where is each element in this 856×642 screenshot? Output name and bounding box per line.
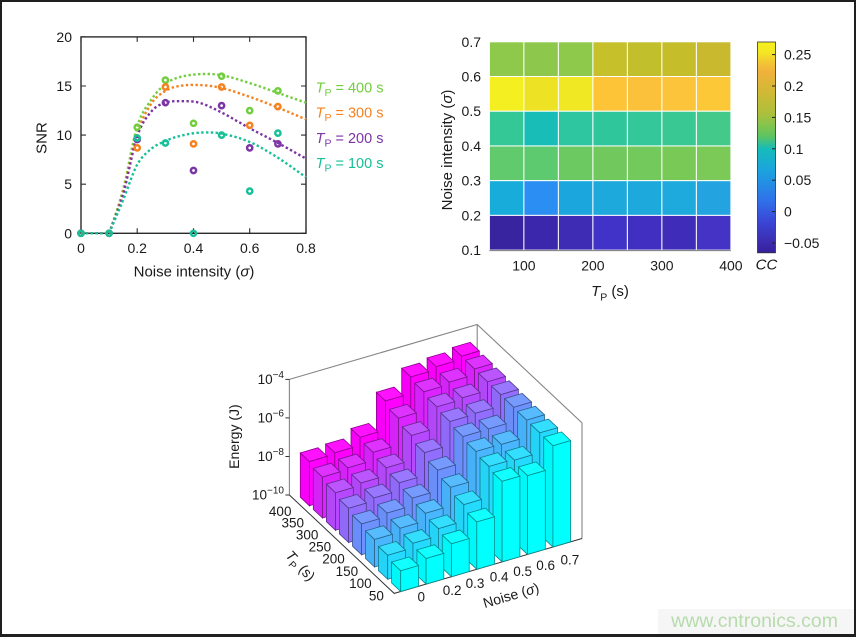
svg-text:0.4: 0.4	[462, 138, 482, 154]
svg-text:0.5: 0.5	[513, 564, 532, 579]
svg-text:20: 20	[56, 29, 72, 45]
svg-text:0.1: 0.1	[784, 141, 804, 157]
svg-text:TP = 400 s: TP = 400 s	[316, 80, 384, 99]
svg-text:CC: CC	[756, 257, 778, 274]
svg-text:0.2: 0.2	[443, 583, 462, 598]
svg-text:−0.05: −0.05	[784, 235, 820, 251]
svg-text:0.3: 0.3	[466, 576, 485, 591]
svg-text:TP = 300 s: TP = 300 s	[316, 106, 384, 125]
svg-text:150: 150	[336, 564, 359, 579]
svg-text:400: 400	[269, 504, 292, 519]
svg-text:0.7: 0.7	[561, 552, 580, 567]
svg-text:0.8: 0.8	[296, 240, 316, 256]
svg-text:0: 0	[77, 240, 85, 256]
svg-text:10: 10	[56, 127, 72, 143]
svg-text:TP = 100 s: TP = 100 s	[316, 156, 384, 175]
svg-text:0: 0	[784, 204, 792, 220]
svg-text:SNR: SNR	[34, 122, 51, 154]
svg-text:300: 300	[650, 258, 674, 274]
svg-text:0.5: 0.5	[462, 103, 482, 119]
svg-text:www.cntronics.com: www.cntronics.com	[670, 610, 838, 632]
svg-text:400: 400	[719, 258, 743, 274]
svg-text:0: 0	[64, 225, 72, 241]
svg-text:0.2: 0.2	[784, 78, 804, 94]
svg-text:200: 200	[581, 258, 605, 274]
svg-text:100: 100	[512, 258, 536, 274]
svg-text:0.1: 0.1	[462, 242, 482, 258]
svg-text:0.4: 0.4	[184, 240, 204, 256]
svg-text:0.15: 0.15	[784, 109, 811, 125]
svg-text:0.7: 0.7	[462, 34, 482, 50]
svg-text:0.05: 0.05	[784, 172, 811, 188]
svg-text:TP (s): TP (s)	[591, 283, 629, 304]
svg-text:5: 5	[64, 176, 72, 192]
svg-text:0.6: 0.6	[536, 558, 555, 573]
svg-text:300: 300	[296, 528, 319, 543]
svg-text:TP = 200 s: TP = 200 s	[316, 131, 384, 150]
svg-text:350: 350	[282, 515, 305, 530]
svg-text:0.4: 0.4	[490, 570, 509, 585]
svg-text:50: 50	[369, 588, 384, 603]
svg-text:0.3: 0.3	[462, 173, 482, 189]
svg-text:0.2: 0.2	[127, 240, 147, 256]
svg-text:200: 200	[322, 552, 345, 567]
svg-text:0: 0	[418, 589, 426, 604]
svg-text:250: 250	[309, 540, 332, 555]
svg-text:Energy (J): Energy (J)	[226, 404, 242, 469]
svg-text:0.6: 0.6	[240, 240, 260, 256]
svg-text:Noise intensity (σ): Noise intensity (σ)	[439, 90, 456, 211]
svg-text:100: 100	[349, 576, 372, 591]
svg-text:Noise intensity (σ): Noise intensity (σ)	[134, 264, 255, 281]
svg-text:0.25: 0.25	[784, 47, 811, 63]
svg-text:0.6: 0.6	[462, 69, 482, 85]
svg-text:15: 15	[56, 78, 72, 94]
svg-text:0.2: 0.2	[462, 207, 482, 223]
